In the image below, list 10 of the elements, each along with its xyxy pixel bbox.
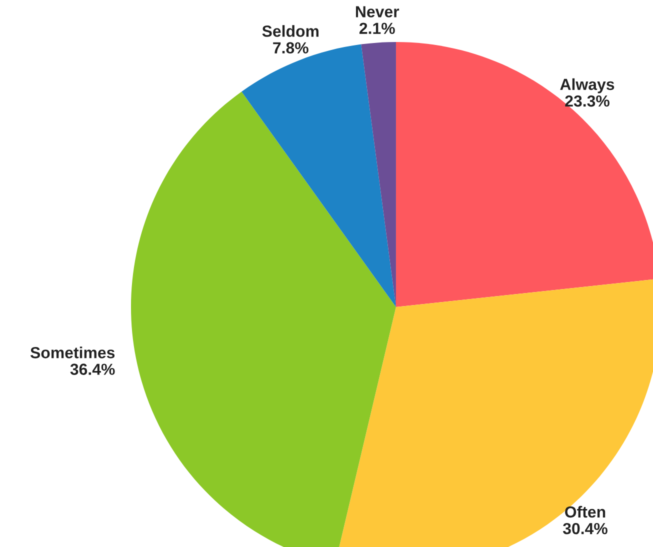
slice-label: Seldom <box>262 25 318 37</box>
slice-label: Always <box>560 78 614 94</box>
data-label: 23.3% <box>565 95 610 107</box>
slice-label: Often <box>565 506 606 518</box>
data-label: 30.4% <box>562 522 608 534</box>
slice-label: Sometimes <box>30 346 115 358</box>
data-label: 7.8% <box>273 42 308 54</box>
data-label: 2.1% <box>359 22 395 34</box>
slice-label: Never <box>356 6 400 18</box>
data-label: 36.4% <box>70 364 115 375</box>
